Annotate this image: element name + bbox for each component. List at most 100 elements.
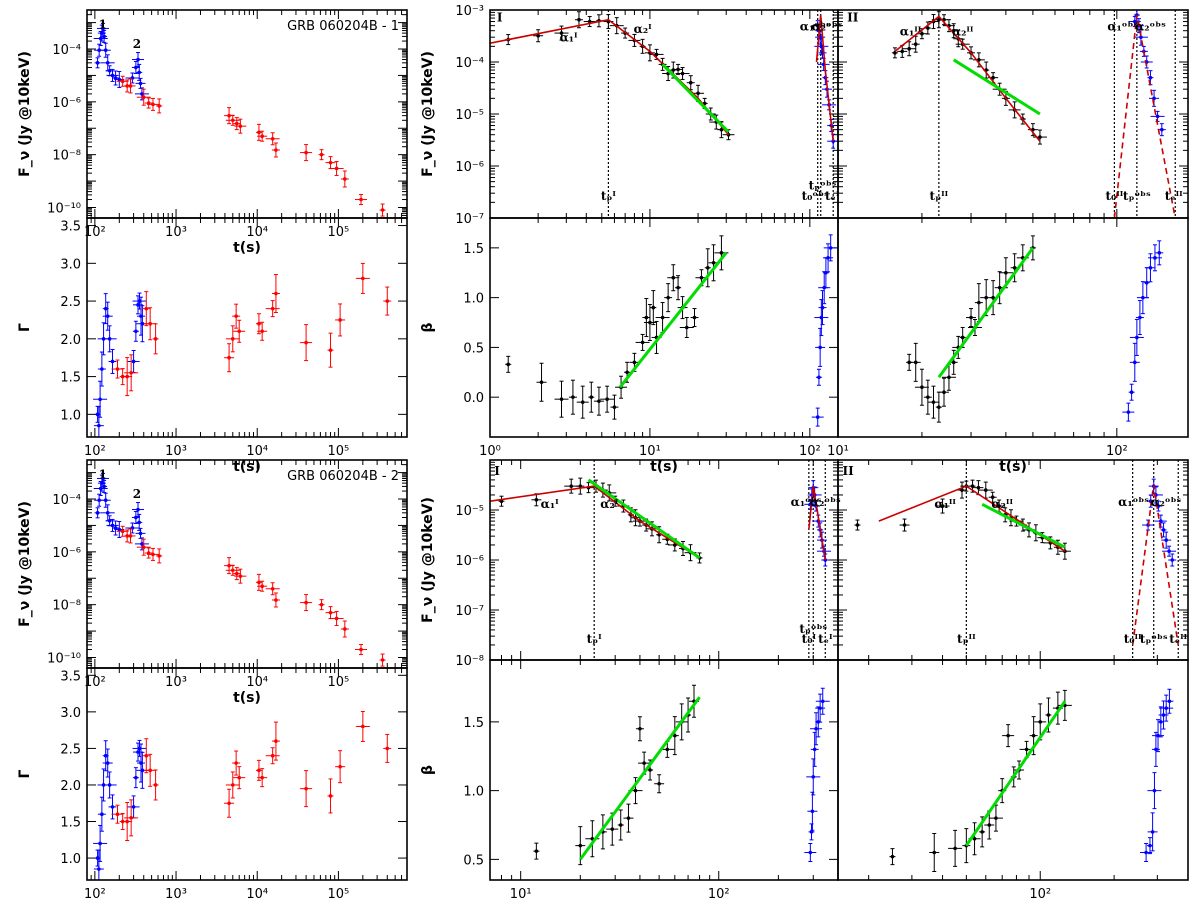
data-point bbox=[1032, 129, 1047, 145]
data-point bbox=[1168, 553, 1177, 567]
data-point bbox=[300, 770, 313, 808]
data-point bbox=[340, 620, 349, 638]
x-tick-label: 10⁵ bbox=[328, 675, 350, 690]
data-point bbox=[101, 479, 108, 493]
x-tick-label: 10³ bbox=[165, 675, 187, 690]
annotation-label: tₚᵒᵇˢ bbox=[809, 179, 837, 193]
data-point bbox=[255, 123, 262, 141]
data-point bbox=[125, 78, 136, 94]
y-tick-label: 10⁻⁶ bbox=[455, 160, 484, 175]
x-tick-label: 10² bbox=[84, 444, 106, 459]
data-point bbox=[116, 75, 129, 87]
data-point bbox=[112, 520, 119, 536]
data-point bbox=[822, 257, 829, 289]
fit-line bbox=[587, 478, 701, 560]
data-point bbox=[939, 377, 950, 407]
data-point bbox=[935, 498, 950, 514]
fit-line bbox=[878, 485, 1066, 552]
panel-frame bbox=[837, 9, 1189, 219]
panel-beta-1-I: 0.0 0.5 1.0 1.5 10⁰ 10¹ 10² t(s) β bbox=[420, 217, 839, 475]
data-point bbox=[156, 548, 163, 564]
panel-frame bbox=[86, 217, 408, 438]
annotation-label: tₚᴵ bbox=[587, 632, 603, 646]
data-point bbox=[969, 479, 976, 493]
fit-line bbox=[937, 247, 1035, 379]
y-tick-label: 10⁻⁸ bbox=[455, 654, 484, 669]
data-point bbox=[974, 283, 983, 323]
data-point bbox=[327, 778, 334, 814]
annotation-label: t₀ᴵ bbox=[802, 632, 817, 646]
data-point bbox=[854, 519, 861, 531]
data-point bbox=[815, 327, 826, 367]
data-point bbox=[134, 537, 149, 551]
data-point bbox=[1159, 694, 1174, 722]
data-point bbox=[94, 57, 101, 69]
y-tick-label: 0.5 bbox=[463, 853, 484, 868]
data-point bbox=[97, 472, 110, 484]
data-point bbox=[1027, 123, 1038, 137]
data-point bbox=[531, 493, 542, 507]
x-axis-label: t(s) bbox=[233, 690, 261, 706]
data-point bbox=[899, 518, 910, 532]
data-point bbox=[232, 117, 241, 131]
fit-line bbox=[579, 696, 701, 861]
x-tick-label: 10⁴ bbox=[246, 675, 268, 690]
data-point bbox=[152, 769, 159, 801]
data-point bbox=[135, 77, 146, 89]
x-tick-label: 10⁰ bbox=[479, 444, 501, 459]
data-point bbox=[1154, 514, 1167, 528]
data-point bbox=[102, 293, 109, 325]
data-point bbox=[125, 528, 136, 544]
data-point bbox=[1157, 706, 1164, 738]
data-point bbox=[600, 385, 615, 413]
data-point bbox=[1002, 724, 1015, 748]
data-point bbox=[132, 320, 139, 342]
annotation-label: t₀ᴵᴵ bbox=[1124, 632, 1142, 646]
y-tick-label: 10⁻¹⁰ bbox=[47, 201, 81, 216]
data-point bbox=[823, 243, 834, 273]
data-point bbox=[650, 290, 657, 326]
y-tick-label: 10⁻⁴ bbox=[52, 493, 81, 508]
data-point bbox=[593, 386, 604, 416]
data-point bbox=[93, 380, 108, 418]
y-axis-label: Γ bbox=[17, 769, 33, 778]
fit-line bbox=[618, 251, 728, 389]
data-point bbox=[948, 829, 963, 867]
data-point bbox=[818, 47, 827, 59]
data-point bbox=[704, 248, 711, 288]
annotation-label: tₚᵒᵇˢ bbox=[1123, 189, 1151, 203]
panel-frame bbox=[837, 217, 1189, 438]
panel-beta-2-I: 0.51.01.510¹10²t(s)β bbox=[420, 659, 839, 900]
data-point bbox=[1128, 383, 1135, 401]
data-point bbox=[265, 132, 280, 146]
data-point bbox=[127, 349, 140, 373]
data-point bbox=[111, 359, 124, 379]
y-tick-label: 10⁻⁶ bbox=[52, 96, 81, 111]
fit-line bbox=[490, 18, 730, 136]
y-tick-label: 10⁻⁷ bbox=[455, 604, 484, 619]
data-point bbox=[654, 774, 665, 794]
data-point bbox=[318, 599, 325, 611]
data-point bbox=[224, 788, 235, 818]
panel-frame bbox=[837, 459, 1189, 661]
y-tick-label: 1.0 bbox=[463, 292, 484, 307]
data-point bbox=[1158, 700, 1169, 730]
data-point bbox=[815, 687, 830, 715]
data-point bbox=[152, 323, 159, 355]
data-point bbox=[136, 88, 151, 106]
data-point bbox=[257, 768, 268, 788]
annotation-label: α₁ᵒᵇˢ bbox=[791, 495, 822, 509]
data-point bbox=[1147, 772, 1162, 810]
data-point bbox=[156, 98, 163, 114]
annotation-label: α₁ᵒᵇˢ bbox=[1118, 495, 1149, 509]
data-point bbox=[265, 747, 280, 765]
fit-line bbox=[1131, 484, 1179, 646]
y-tick-label: 10⁻⁶ bbox=[52, 546, 81, 561]
data-point bbox=[233, 319, 246, 343]
data-point bbox=[108, 794, 117, 820]
data-point bbox=[106, 68, 119, 82]
data-point bbox=[1140, 843, 1153, 862]
data-point bbox=[935, 391, 942, 423]
